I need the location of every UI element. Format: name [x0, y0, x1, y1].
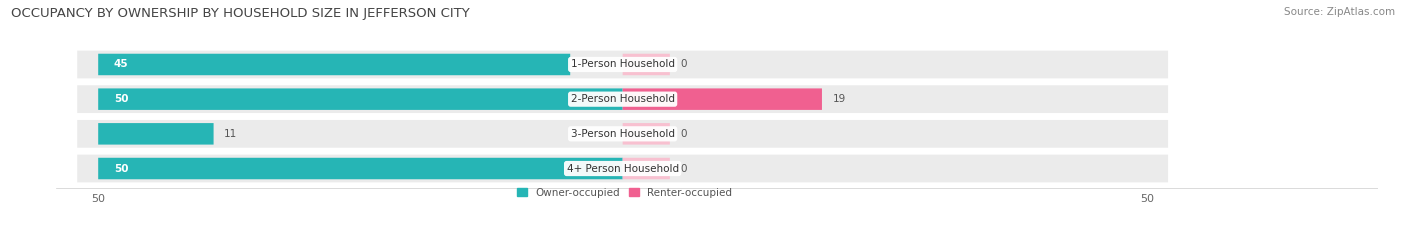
Text: 11: 11 [224, 129, 238, 139]
FancyBboxPatch shape [623, 123, 669, 145]
FancyBboxPatch shape [623, 54, 669, 75]
Legend: Owner-occupied, Renter-occupied: Owner-occupied, Renter-occupied [517, 188, 733, 198]
FancyBboxPatch shape [623, 88, 823, 110]
Text: 0: 0 [681, 129, 688, 139]
Text: 19: 19 [832, 94, 845, 104]
Text: 45: 45 [114, 59, 128, 69]
FancyBboxPatch shape [98, 54, 571, 75]
FancyBboxPatch shape [98, 158, 623, 179]
Text: 50: 50 [114, 164, 128, 174]
FancyBboxPatch shape [77, 155, 1168, 182]
Text: 1-Person Household: 1-Person Household [571, 59, 675, 69]
FancyBboxPatch shape [98, 88, 623, 110]
FancyBboxPatch shape [77, 51, 1168, 78]
Text: 0: 0 [681, 164, 688, 174]
Text: OCCUPANCY BY OWNERSHIP BY HOUSEHOLD SIZE IN JEFFERSON CITY: OCCUPANCY BY OWNERSHIP BY HOUSEHOLD SIZE… [11, 7, 470, 20]
FancyBboxPatch shape [77, 85, 1168, 113]
FancyBboxPatch shape [98, 123, 214, 145]
FancyBboxPatch shape [77, 120, 1168, 148]
Text: 2-Person Household: 2-Person Household [571, 94, 675, 104]
Text: Source: ZipAtlas.com: Source: ZipAtlas.com [1284, 7, 1395, 17]
Text: 4+ Person Household: 4+ Person Household [567, 164, 679, 174]
Text: 50: 50 [114, 94, 128, 104]
Text: 0: 0 [681, 59, 688, 69]
Text: 3-Person Household: 3-Person Household [571, 129, 675, 139]
FancyBboxPatch shape [623, 158, 669, 179]
